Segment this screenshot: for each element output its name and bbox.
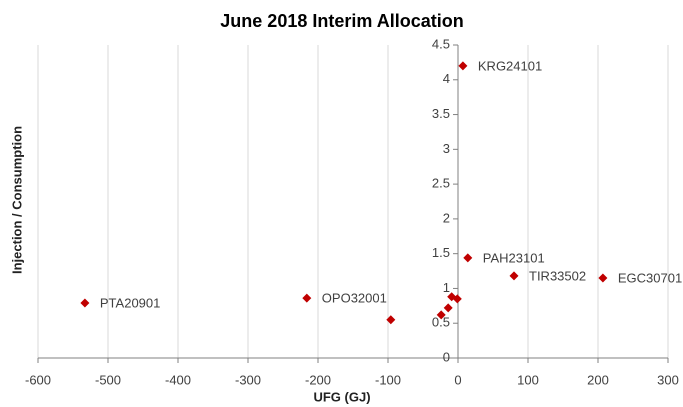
- y-tick-label: 4: [443, 71, 450, 86]
- x-tick-label: 200: [587, 372, 609, 387]
- x-tick-label: -200: [305, 372, 331, 387]
- point: [458, 61, 468, 71]
- x-tick-label: -600: [25, 372, 51, 387]
- point: [509, 271, 519, 281]
- chart-title: June 2018 Interim Allocation: [220, 11, 463, 31]
- y-tick-label: 3: [443, 141, 450, 156]
- data-label: OPO32001: [322, 291, 387, 306]
- data-label: PTA20901: [100, 295, 160, 310]
- point: [386, 315, 396, 325]
- x-tick-label: 300: [657, 372, 679, 387]
- point: [302, 293, 312, 303]
- y-axis-title: Injection / Consumption: [9, 126, 24, 274]
- point: [452, 294, 462, 304]
- x-tick-label: -500: [95, 372, 121, 387]
- x-tick-label: 0: [454, 372, 461, 387]
- data-label: TIR33502: [529, 268, 586, 283]
- data-label: EGC30701: [618, 270, 682, 285]
- y-tick-label: 1.5: [432, 245, 450, 260]
- x-tick-label: -100: [375, 372, 401, 387]
- point: [80, 298, 90, 308]
- point: [436, 310, 446, 320]
- point: [463, 253, 473, 263]
- data-label: PAH23101: [483, 250, 545, 265]
- y-tick-label: 4.5: [432, 36, 450, 51]
- x-axis-title: UFG (GJ): [313, 389, 370, 404]
- x-tick-label: -300: [235, 372, 261, 387]
- point: [598, 273, 608, 283]
- y-tick-label: 0.5: [432, 315, 450, 330]
- data-label: KRG24101: [478, 58, 542, 73]
- y-tick-label: 2.5: [432, 176, 450, 191]
- x-tick-label: 100: [517, 372, 539, 387]
- point: [443, 303, 453, 313]
- y-tick-label: 0: [443, 349, 450, 364]
- y-tick-label: 1: [443, 280, 450, 295]
- y-tick-label: 3.5: [432, 106, 450, 121]
- x-tick-label: -400: [165, 372, 191, 387]
- y-tick-label: 2: [443, 210, 450, 225]
